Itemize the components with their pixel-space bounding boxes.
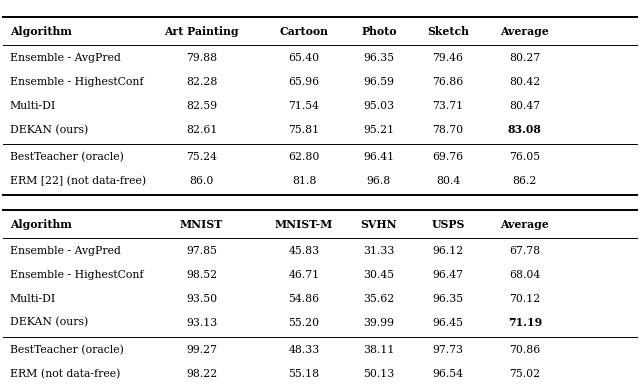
Text: 80.4: 80.4 <box>436 176 460 186</box>
Text: 80.27: 80.27 <box>509 53 540 63</box>
Text: 75.24: 75.24 <box>186 152 217 162</box>
Text: 46.71: 46.71 <box>289 270 319 280</box>
Text: 30.45: 30.45 <box>364 270 394 280</box>
Text: 69.76: 69.76 <box>433 152 463 162</box>
Text: 98.52: 98.52 <box>186 270 217 280</box>
Text: 86.2: 86.2 <box>513 176 537 186</box>
Text: 86.0: 86.0 <box>189 176 214 186</box>
Text: 76.05: 76.05 <box>509 152 540 162</box>
Text: 71.19: 71.19 <box>508 317 542 328</box>
Text: 70.86: 70.86 <box>509 345 540 355</box>
Text: Art Painting: Art Painting <box>164 26 239 37</box>
Text: 96.35: 96.35 <box>364 53 394 63</box>
Text: 55.20: 55.20 <box>289 318 319 328</box>
Text: MNIST: MNIST <box>180 219 223 230</box>
Text: 96.47: 96.47 <box>433 270 463 280</box>
Text: Multi-DI: Multi-DI <box>10 294 56 304</box>
Text: 79.46: 79.46 <box>433 53 463 63</box>
Text: MNIST-M: MNIST-M <box>275 219 333 230</box>
Text: USPS: USPS <box>431 219 465 230</box>
Text: BestTeacher (oracle): BestTeacher (oracle) <box>10 152 124 162</box>
Text: 93.13: 93.13 <box>186 318 217 328</box>
Text: DEKAN (ours): DEKAN (ours) <box>10 317 88 328</box>
Text: 50.13: 50.13 <box>364 369 394 379</box>
Text: 96.12: 96.12 <box>433 246 463 256</box>
Text: Ensemble - HighestConf: Ensemble - HighestConf <box>10 77 143 87</box>
Text: Cartoon: Cartoon <box>280 26 328 37</box>
Text: 31.33: 31.33 <box>363 246 395 256</box>
Text: 38.11: 38.11 <box>363 345 395 355</box>
Text: Multi-DI: Multi-DI <box>10 101 56 111</box>
Text: 75.02: 75.02 <box>509 369 540 379</box>
Text: SVHN: SVHN <box>360 219 397 230</box>
Text: 93.50: 93.50 <box>186 294 217 304</box>
Text: 35.62: 35.62 <box>364 294 394 304</box>
Text: 80.47: 80.47 <box>509 101 540 111</box>
Text: 97.85: 97.85 <box>186 246 217 256</box>
Text: 96.35: 96.35 <box>433 294 463 304</box>
Text: 79.88: 79.88 <box>186 53 217 63</box>
Text: 55.18: 55.18 <box>289 369 319 379</box>
Text: 70.12: 70.12 <box>509 294 540 304</box>
Text: 45.83: 45.83 <box>289 246 319 256</box>
Text: Average: Average <box>500 26 549 37</box>
Text: 95.21: 95.21 <box>364 125 394 135</box>
Text: 75.81: 75.81 <box>289 125 319 135</box>
Text: Ensemble - HighestConf: Ensemble - HighestConf <box>10 270 143 280</box>
Text: 65.96: 65.96 <box>289 77 319 87</box>
Text: 39.99: 39.99 <box>364 318 394 328</box>
Text: Ensemble - AvgPred: Ensemble - AvgPred <box>10 246 120 256</box>
Text: 73.71: 73.71 <box>433 101 463 111</box>
Text: 96.59: 96.59 <box>364 77 394 87</box>
Text: 83.08: 83.08 <box>508 124 541 135</box>
Text: 82.28: 82.28 <box>186 77 218 87</box>
Text: Average: Average <box>500 219 549 230</box>
Text: Sketch: Sketch <box>427 26 469 37</box>
Text: DEKAN (ours): DEKAN (ours) <box>10 125 88 135</box>
Text: 96.54: 96.54 <box>433 369 463 379</box>
Text: 67.78: 67.78 <box>509 246 540 256</box>
Text: Algorithm: Algorithm <box>10 219 71 230</box>
Text: 96.45: 96.45 <box>433 318 463 328</box>
Text: 96.41: 96.41 <box>364 152 394 162</box>
Text: Algorithm: Algorithm <box>10 26 71 37</box>
Text: 78.70: 78.70 <box>433 125 463 135</box>
Text: Ensemble - AvgPred: Ensemble - AvgPred <box>10 53 120 63</box>
Text: 62.80: 62.80 <box>288 152 320 162</box>
Text: 95.03: 95.03 <box>364 101 394 111</box>
Text: ERM (not data-free): ERM (not data-free) <box>10 369 120 379</box>
Text: 54.86: 54.86 <box>289 294 319 304</box>
Text: 98.22: 98.22 <box>186 369 217 379</box>
Text: 81.8: 81.8 <box>292 176 316 186</box>
Text: 99.27: 99.27 <box>186 345 217 355</box>
Text: 48.33: 48.33 <box>289 345 319 355</box>
Text: 76.86: 76.86 <box>433 77 463 87</box>
Text: 65.40: 65.40 <box>289 53 319 63</box>
Text: 80.42: 80.42 <box>509 77 540 87</box>
Text: Photo: Photo <box>361 26 397 37</box>
Text: 97.73: 97.73 <box>433 345 463 355</box>
Text: BestTeacher (oracle): BestTeacher (oracle) <box>10 345 124 355</box>
Text: 82.59: 82.59 <box>186 101 217 111</box>
Text: ERM [22] (not data-free): ERM [22] (not data-free) <box>10 176 146 186</box>
Text: 82.61: 82.61 <box>186 125 218 135</box>
Text: 71.54: 71.54 <box>289 101 319 111</box>
Text: 96.8: 96.8 <box>367 176 391 186</box>
Text: 68.04: 68.04 <box>509 270 540 280</box>
